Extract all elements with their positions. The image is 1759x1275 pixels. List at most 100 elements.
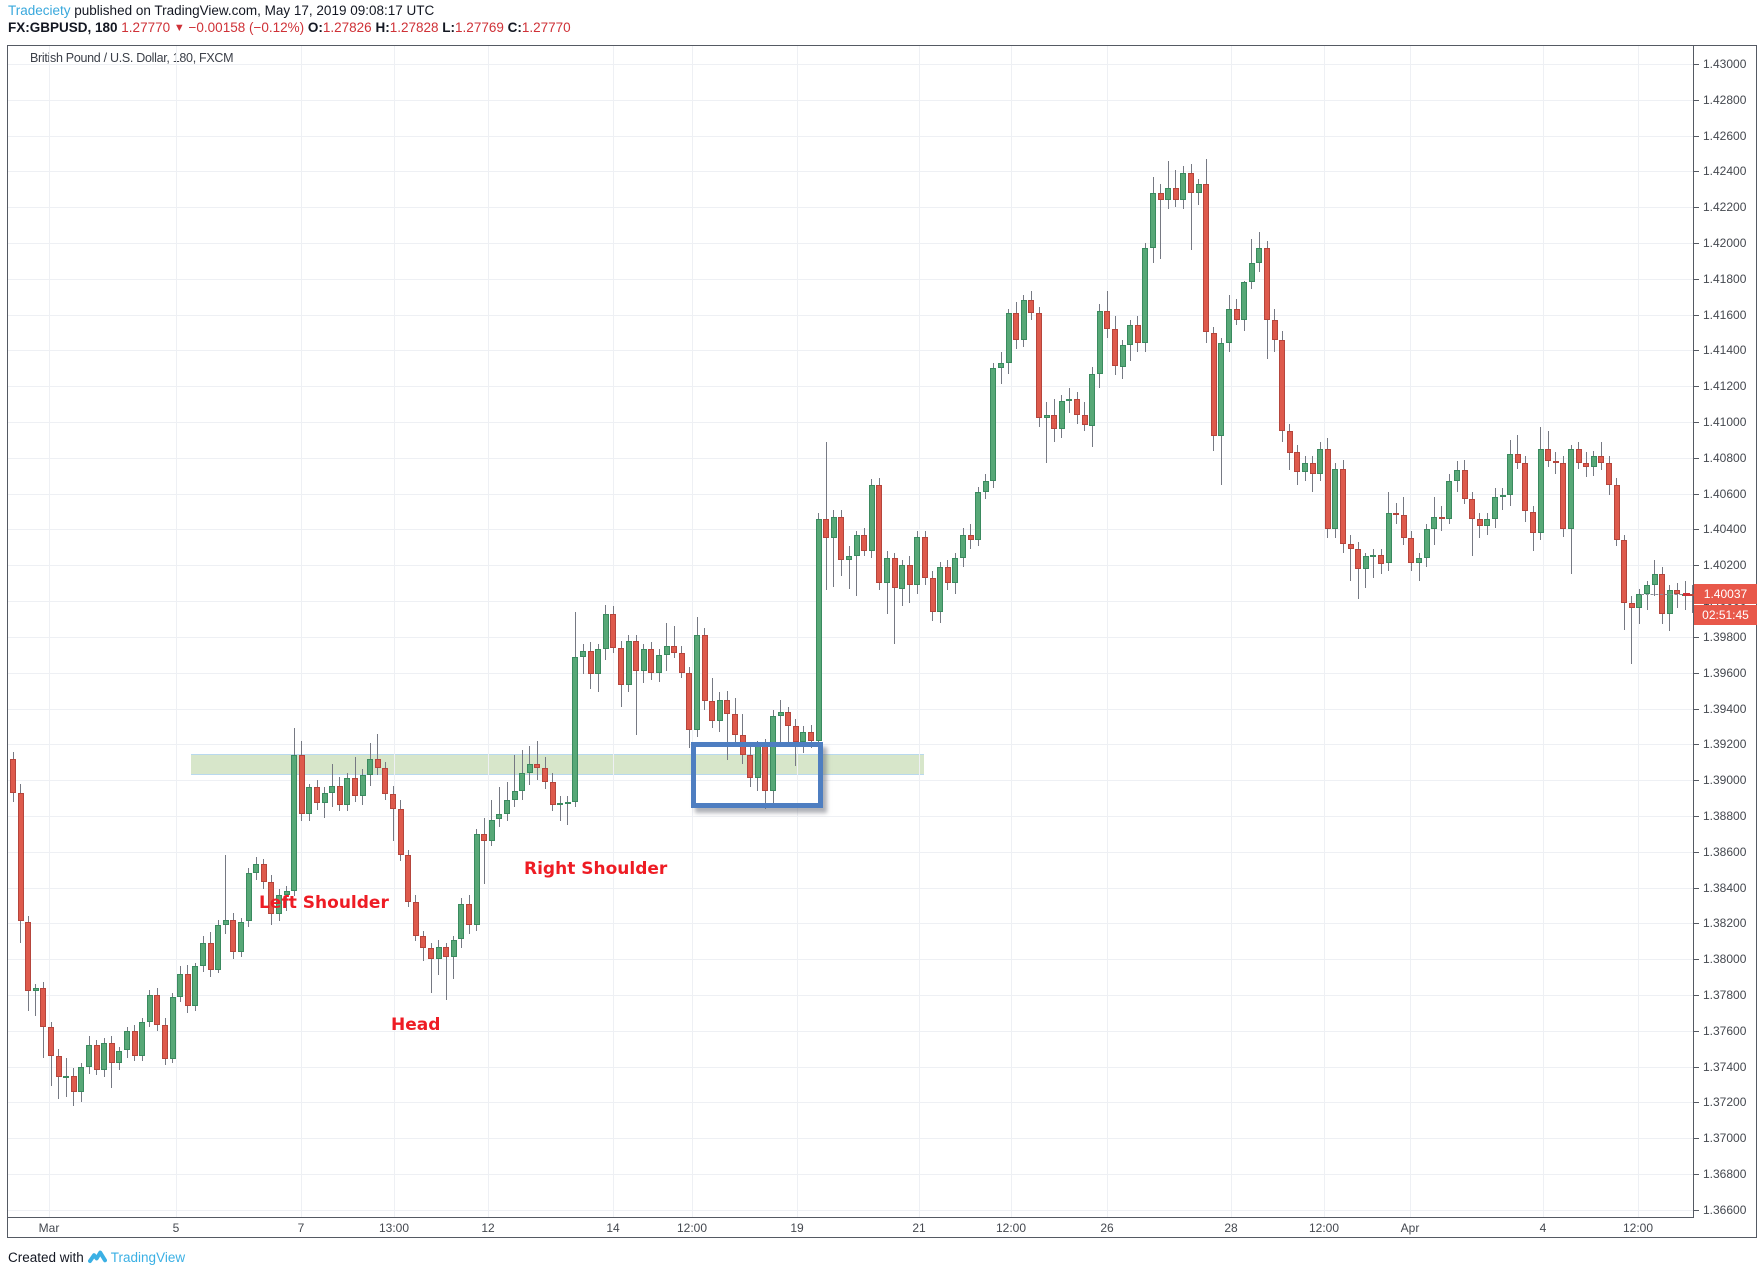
price-axis-label: 1.42400 bbox=[1703, 164, 1747, 179]
annotation-head[interactable]: Head bbox=[391, 1014, 441, 1035]
candle-body-down bbox=[1309, 463, 1316, 474]
candle-body-down bbox=[1674, 590, 1681, 594]
candle-body-down bbox=[443, 946, 450, 958]
candle-body-up bbox=[640, 649, 647, 671]
annotation-left-shoulder[interactable]: Left Shoulder bbox=[259, 892, 389, 913]
horizontal-gridline bbox=[8, 314, 1693, 316]
candle-body-up bbox=[982, 481, 989, 492]
candle-body-up bbox=[815, 518, 822, 741]
candle-body-down bbox=[1552, 461, 1559, 464]
candle-body-up bbox=[344, 778, 351, 806]
candle-body-up bbox=[526, 764, 533, 773]
candle-body-down bbox=[1188, 173, 1194, 193]
candle-wick bbox=[453, 935, 455, 979]
candle-body-down bbox=[162, 1025, 168, 1060]
price-axis-label: 1.38200 bbox=[1703, 916, 1747, 931]
created-with-text: Created with bbox=[8, 1249, 84, 1265]
price-axis-label: 1.39800 bbox=[1703, 629, 1747, 644]
price-axis-tick bbox=[1694, 1102, 1699, 1104]
price-axis-tick bbox=[1694, 1066, 1699, 1068]
chart-legend[interactable]: British Pound / U.S. Dollar, 180, FXCM bbox=[30, 51, 234, 65]
annotation-right-shoulder[interactable]: Right Shoulder bbox=[524, 858, 668, 879]
candle-wick bbox=[1517, 434, 1519, 469]
candle-body-up bbox=[1370, 554, 1377, 557]
candle-body-up bbox=[1020, 300, 1027, 340]
price-axis-label: 1.36600 bbox=[1703, 1202, 1747, 1217]
candle-body-down bbox=[1081, 414, 1088, 426]
candle-body-down bbox=[1393, 513, 1400, 516]
candle-body-down bbox=[1051, 414, 1058, 430]
price-axis-tick bbox=[1694, 386, 1699, 388]
price-axis-tick bbox=[1694, 887, 1699, 889]
candle-body-up bbox=[960, 534, 966, 559]
candle-wick bbox=[1692, 584, 1694, 614]
price-axis-tick bbox=[1694, 243, 1699, 244]
horizontal-gridline bbox=[8, 636, 1693, 638]
last-price-tag: 1.40037 bbox=[1694, 584, 1757, 605]
candle-body-up bbox=[1423, 529, 1430, 558]
candle-wick bbox=[1160, 183, 1162, 260]
chart-frame bbox=[7, 45, 1757, 1238]
vertical-gridline bbox=[49, 46, 50, 1217]
credit-author-link[interactable]: Tradeciety bbox=[8, 3, 71, 18]
chart-plot-area[interactable]: British Pound / U.S. Dollar, 180, FXCM L… bbox=[8, 46, 1696, 1218]
candle-body-down bbox=[929, 577, 936, 612]
candle-body-up bbox=[777, 712, 784, 716]
time-axis[interactable]: Mar 5 7 13:00 12 14 12:00 19 21 12:00 26 28 12:00 Apr… bbox=[8, 1218, 1757, 1238]
price-axis-label: 1.41600 bbox=[1703, 307, 1747, 322]
candle-body-down bbox=[1013, 312, 1020, 340]
symbol-name[interactable]: FX:GBPUSD, 180 bbox=[8, 20, 118, 35]
candle-body-up bbox=[595, 649, 602, 675]
candle-body-up bbox=[694, 635, 700, 730]
price-axis-label: 1.37400 bbox=[1703, 1059, 1747, 1074]
candle-body-down bbox=[1294, 452, 1301, 473]
candle-body-down bbox=[184, 973, 191, 1006]
horizontal-gridline bbox=[8, 923, 1693, 925]
candle-body-up bbox=[846, 556, 852, 560]
price-axis-tick bbox=[1694, 207, 1699, 209]
price-axis-tick bbox=[1694, 672, 1699, 674]
support-zone-rectangle[interactable] bbox=[191, 754, 924, 776]
candle-body-down bbox=[838, 516, 845, 560]
candle-body-up bbox=[1385, 513, 1392, 564]
candle-body-down bbox=[131, 1030, 138, 1056]
right-shoulder-highlight-box[interactable] bbox=[691, 741, 823, 808]
price-axis-tick bbox=[1694, 923, 1699, 925]
price-axis-tick bbox=[1694, 1030, 1699, 1032]
low-key: L: bbox=[442, 20, 456, 35]
candle-body-up bbox=[1636, 593, 1643, 609]
candle-body-down bbox=[861, 534, 868, 551]
time-axis-label: 4 bbox=[1539, 1221, 1547, 1235]
candle-body-up bbox=[359, 774, 366, 797]
candle-wick bbox=[1167, 160, 1169, 209]
candle-wick bbox=[536, 740, 538, 781]
candle-body-down bbox=[808, 731, 814, 741]
price-axis[interactable]: 1.43000 1.42800 1.42600 1.42400 1.42200 1.420… bbox=[1694, 46, 1758, 1217]
candle-body-down bbox=[1514, 454, 1521, 464]
open-value: 1.27826 bbox=[322, 20, 372, 35]
horizontal-gridline bbox=[8, 1209, 1693, 1211]
candle-body-up bbox=[177, 973, 184, 997]
price-axis-label: 1.42000 bbox=[1703, 236, 1747, 250]
candle-body-up bbox=[116, 1050, 123, 1063]
tradingview-brand-link[interactable]: TradingView bbox=[110, 1249, 186, 1265]
candle-body-down bbox=[1355, 549, 1362, 569]
candle-body-down bbox=[374, 758, 381, 768]
candle-body-up bbox=[602, 613, 609, 650]
price-axis-label: 1.41200 bbox=[1703, 379, 1747, 394]
candle-body-up bbox=[1165, 187, 1172, 200]
candle-body-up bbox=[1058, 400, 1065, 430]
candle-body-down bbox=[1621, 540, 1628, 603]
candle-body-down bbox=[618, 647, 624, 686]
vertical-gridline bbox=[797, 46, 798, 1217]
candle-body-down bbox=[298, 755, 305, 815]
candle-body-down bbox=[1522, 463, 1529, 512]
candle-body-down bbox=[944, 567, 951, 584]
candle-body-up bbox=[169, 996, 176, 1060]
horizontal-gridline bbox=[8, 565, 1693, 567]
candle-body-down bbox=[549, 781, 556, 806]
candle-body-up bbox=[306, 787, 313, 815]
price-axis-label: 1.37800 bbox=[1703, 988, 1747, 1002]
candle-wick bbox=[514, 755, 516, 807]
candle-wick bbox=[225, 855, 227, 935]
